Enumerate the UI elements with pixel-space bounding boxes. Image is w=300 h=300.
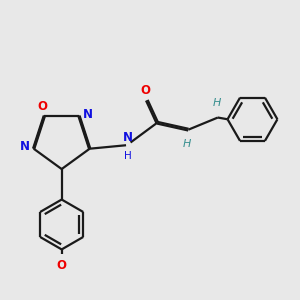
Text: H: H — [182, 140, 191, 149]
Text: O: O — [140, 84, 150, 97]
Text: H: H — [213, 98, 221, 108]
Text: H: H — [124, 152, 132, 161]
Text: O: O — [57, 259, 67, 272]
Text: N: N — [20, 140, 29, 154]
Text: N: N — [83, 108, 93, 121]
Text: N: N — [123, 130, 133, 143]
Text: O: O — [38, 100, 48, 113]
